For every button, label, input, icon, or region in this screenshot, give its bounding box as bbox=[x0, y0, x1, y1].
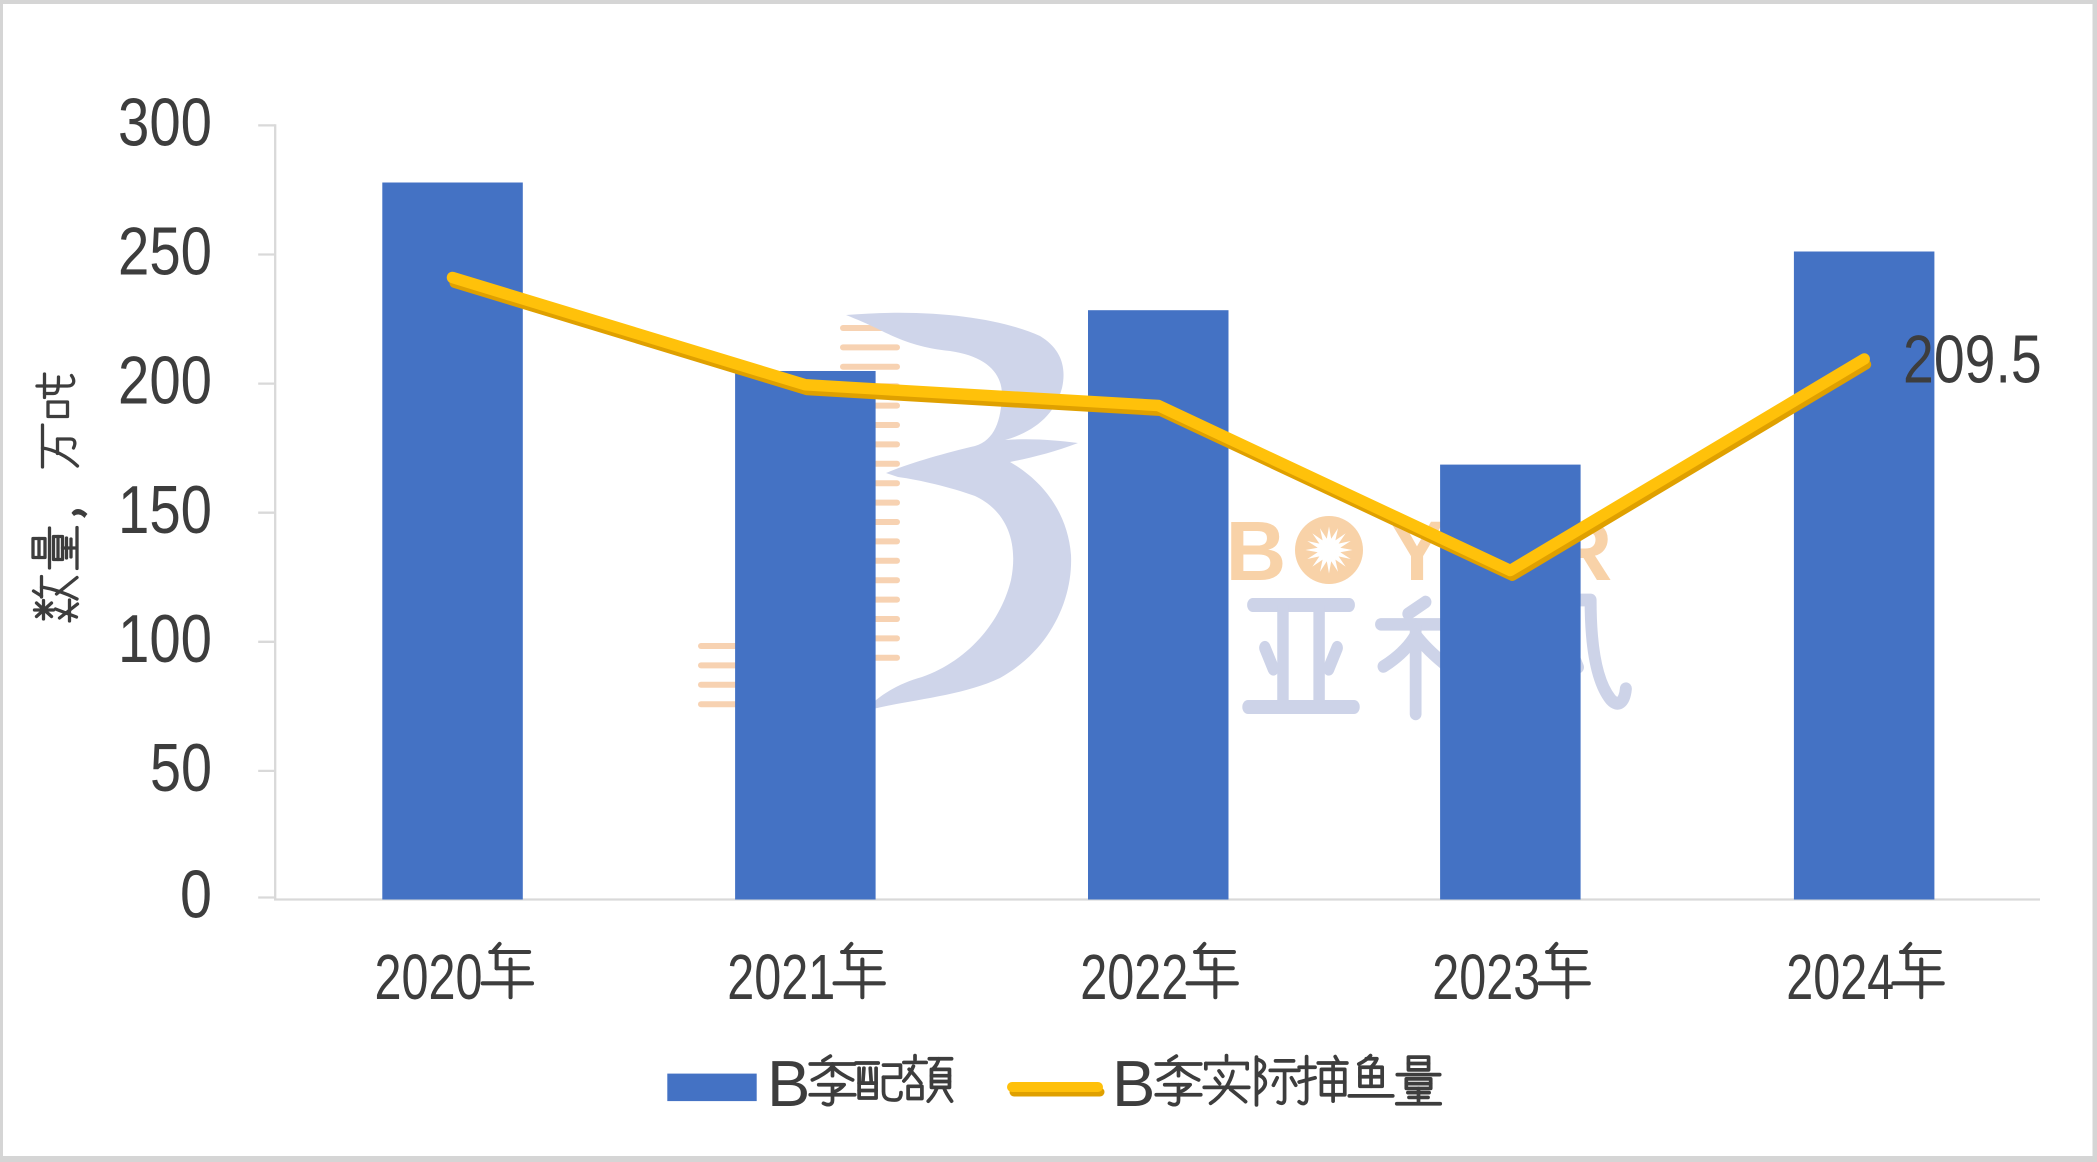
svg-text:2023: 2023 bbox=[1432, 941, 1540, 1013]
svg-text:0: 0 bbox=[180, 857, 212, 933]
svg-text:50: 50 bbox=[150, 730, 212, 806]
svg-text:300: 300 bbox=[118, 85, 212, 161]
svg-text:2022: 2022 bbox=[1080, 941, 1188, 1013]
svg-text:2021: 2021 bbox=[727, 941, 835, 1013]
svg-text:B: B bbox=[767, 1047, 810, 1120]
svg-text:209.5: 209.5 bbox=[1903, 322, 2042, 398]
svg-text:150: 150 bbox=[118, 472, 212, 548]
svg-text:200: 200 bbox=[118, 343, 212, 419]
svg-text:2024: 2024 bbox=[1786, 941, 1894, 1013]
svg-text:B: B bbox=[1226, 504, 1287, 598]
svg-text:250: 250 bbox=[118, 214, 212, 290]
svg-text:B: B bbox=[1112, 1047, 1155, 1120]
svg-text:2020: 2020 bbox=[375, 941, 483, 1013]
svg-text:100: 100 bbox=[118, 601, 212, 677]
